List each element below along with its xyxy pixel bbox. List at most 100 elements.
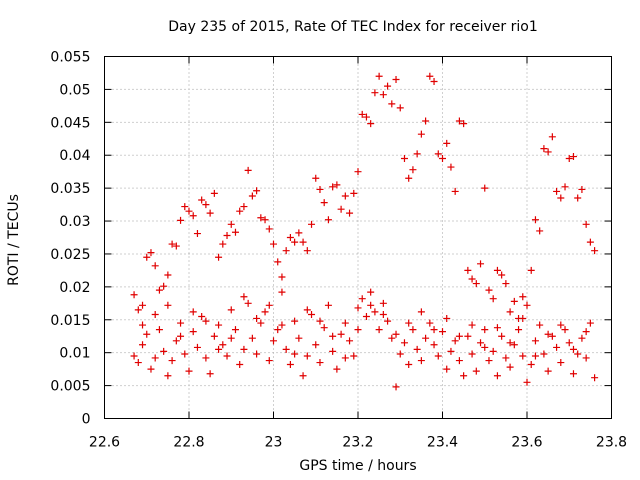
data-point <box>405 174 413 182</box>
data-point <box>548 133 556 141</box>
data-point <box>139 341 147 349</box>
data-point <box>291 317 299 325</box>
data-point <box>151 311 159 319</box>
data-point <box>341 354 349 362</box>
data-point <box>422 334 430 342</box>
data-point <box>189 328 197 336</box>
data-point <box>282 247 290 255</box>
data-point <box>278 273 286 281</box>
data-point <box>240 293 248 301</box>
data-point <box>227 220 235 228</box>
data-point <box>396 104 404 112</box>
data-point <box>202 354 210 362</box>
data-point <box>274 258 282 266</box>
data-point <box>257 319 265 327</box>
data-point <box>464 266 472 274</box>
data-point <box>329 332 337 340</box>
data-point <box>253 314 261 322</box>
data-point <box>536 321 544 329</box>
data-point <box>510 297 518 305</box>
data-point <box>569 370 577 378</box>
y-tick-label: 0.04 <box>59 148 90 164</box>
data-point <box>362 312 370 320</box>
data-point <box>443 139 451 147</box>
data-point <box>472 280 480 288</box>
axis-ticks <box>104 56 612 419</box>
data-point <box>531 216 539 224</box>
data-point <box>312 174 320 182</box>
data-point <box>506 308 514 316</box>
data-point <box>582 354 590 362</box>
data-point <box>198 196 206 204</box>
data-point <box>134 359 142 367</box>
data-point <box>177 216 185 224</box>
data-point <box>341 192 349 200</box>
data-point <box>248 192 256 200</box>
data-point <box>215 321 223 329</box>
data-point <box>489 295 497 303</box>
data-point <box>164 301 172 309</box>
data-point <box>493 266 501 274</box>
data-point <box>375 72 383 80</box>
data-point <box>447 163 455 171</box>
data-point <box>189 212 197 220</box>
data-point <box>574 194 582 202</box>
data-point <box>375 326 383 334</box>
y-tick-label: 0.02 <box>59 280 90 296</box>
y-tick-label: 0.025 <box>50 247 90 263</box>
data-point <box>392 330 400 338</box>
data-point <box>519 352 527 360</box>
data-point <box>189 308 197 316</box>
data-point <box>299 372 307 380</box>
data-point <box>591 247 599 255</box>
data-point <box>388 334 396 342</box>
y-tick-label: 0.03 <box>59 214 90 230</box>
data-point <box>134 306 142 314</box>
y-tick-label: 0.05 <box>59 82 90 98</box>
data-point <box>227 306 235 314</box>
data-point <box>198 312 206 320</box>
data-point <box>181 203 189 211</box>
data-point <box>578 334 586 342</box>
data-point <box>223 352 231 360</box>
data-point <box>274 326 282 334</box>
data-point <box>409 326 417 334</box>
grid <box>104 56 612 419</box>
data-point <box>261 216 269 224</box>
data-point <box>286 234 294 241</box>
data-point <box>544 367 552 375</box>
data-point <box>544 330 552 338</box>
data-point <box>248 334 256 342</box>
x-axis-title: GPS time / hours <box>299 458 416 474</box>
data-point <box>350 189 358 197</box>
data-point <box>582 328 590 336</box>
data-point <box>460 120 468 128</box>
data-point <box>291 238 299 246</box>
data-point <box>270 240 277 248</box>
data-point <box>240 203 248 211</box>
data-point <box>308 311 316 319</box>
data-point <box>210 332 218 340</box>
data-point <box>392 76 400 84</box>
data-point <box>147 365 155 373</box>
data-point <box>244 166 252 174</box>
data-point <box>477 260 485 268</box>
data-point <box>430 78 438 86</box>
data-point <box>151 354 159 362</box>
data-point <box>155 286 163 294</box>
data-point <box>139 321 147 329</box>
data-point <box>455 332 463 340</box>
data-point <box>295 229 303 237</box>
data-point <box>527 266 535 274</box>
data-point <box>531 352 539 360</box>
y-axis-title: ROTI / TECUs <box>6 194 22 286</box>
data-point <box>565 339 573 347</box>
data-point <box>215 345 223 353</box>
data-point <box>231 228 239 236</box>
data-point <box>417 357 425 365</box>
data-point <box>443 365 451 373</box>
data-point <box>172 242 180 250</box>
data-point <box>379 299 387 307</box>
data-point <box>223 232 231 240</box>
x-tick-label: 23.6 <box>511 435 542 451</box>
